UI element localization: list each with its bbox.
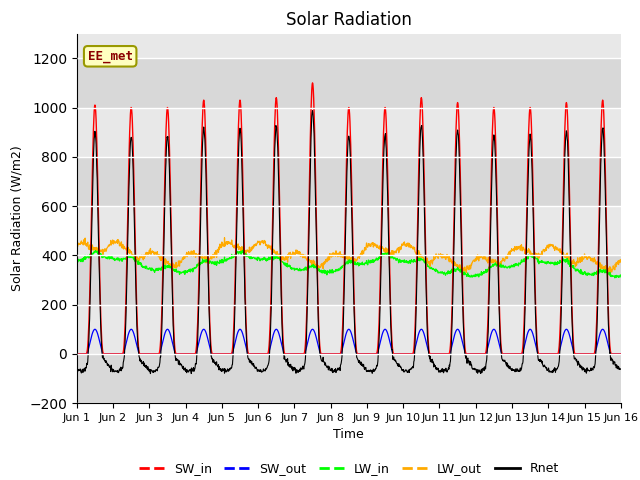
Rnet <box>147 371 154 376</box>
Rnet <box>255 369 263 374</box>
LW_in <box>73 259 81 265</box>
SW_in <box>255 351 262 357</box>
Line: LW_in: LW_in <box>77 251 620 278</box>
X-axis label: Time: Time <box>333 429 364 442</box>
Bar <box>77 157 621 206</box>
SW_out <box>181 351 189 357</box>
SW_out <box>255 351 263 357</box>
Rnet <box>553 366 561 372</box>
Rnet <box>434 365 442 371</box>
SW_in <box>308 80 316 86</box>
Line: SW_in: SW_in <box>77 83 620 354</box>
Y-axis label: Solar Radiation (W/m2): Solar Radiation (W/m2) <box>11 145 24 291</box>
Rnet <box>308 108 316 114</box>
LW_out <box>194 252 202 257</box>
Legend: SW_in, SW_out, LW_in, LW_out, Rnet: SW_in, SW_out, LW_in, LW_out, Rnet <box>134 457 564 480</box>
LW_out <box>616 257 624 263</box>
LW_out <box>552 244 560 250</box>
Rnet <box>194 324 202 330</box>
SW_in <box>194 319 202 325</box>
Bar <box>77 354 621 403</box>
SW_in <box>180 351 188 357</box>
SW_in <box>552 351 560 357</box>
Bar <box>77 58 621 108</box>
LW_out <box>180 256 188 262</box>
LW_out <box>504 252 512 258</box>
SW_out <box>616 351 624 357</box>
Line: Rnet: Rnet <box>77 111 620 373</box>
SW_out <box>504 351 512 357</box>
SW_out <box>91 326 99 332</box>
SW_out <box>73 351 81 357</box>
LW_in <box>255 256 263 262</box>
Text: EE_met: EE_met <box>88 50 132 63</box>
Title: Solar Radiation: Solar Radiation <box>286 11 412 29</box>
SW_in <box>73 351 81 357</box>
LW_out <box>433 252 441 258</box>
SW_in <box>433 351 441 357</box>
LW_in <box>433 268 441 274</box>
Bar <box>77 255 621 305</box>
LW_in <box>194 263 202 269</box>
Line: SW_out: SW_out <box>77 329 620 354</box>
LW_in <box>616 272 624 278</box>
LW_out <box>73 243 81 249</box>
LW_in <box>504 264 512 269</box>
LW_in <box>180 270 188 276</box>
Rnet <box>616 366 624 372</box>
LW_in <box>552 261 560 266</box>
LW_out <box>221 235 228 240</box>
LW_out <box>255 239 263 245</box>
LW_out <box>606 271 614 276</box>
LW_in <box>239 248 246 253</box>
Rnet <box>73 367 81 373</box>
SW_in <box>616 351 624 357</box>
SW_out <box>194 343 202 348</box>
SW_out <box>433 351 441 357</box>
SW_out <box>552 351 560 357</box>
Line: LW_out: LW_out <box>77 238 620 274</box>
Rnet <box>505 365 513 371</box>
Rnet <box>181 367 189 373</box>
SW_in <box>504 351 512 357</box>
LW_in <box>611 275 619 281</box>
